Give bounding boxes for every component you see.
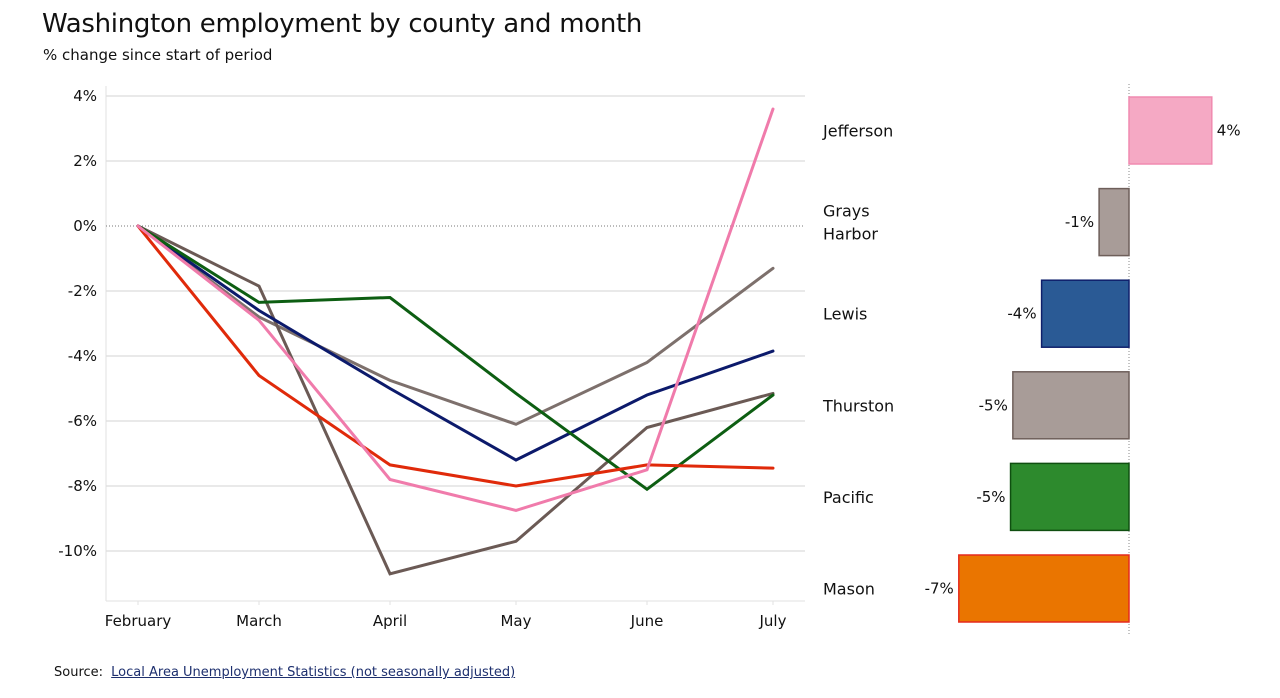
bar-jefferson[interactable] [1128, 96, 1213, 165]
x-tick-label: February [105, 612, 172, 630]
y-tick-label: 4% [73, 87, 97, 105]
bar-category-label: Pacific [823, 488, 874, 507]
bar-category-label: Mason [823, 580, 875, 599]
footer: Source: Local Area Unemployment Statisti… [54, 665, 515, 680]
x-tick-label: July [759, 612, 787, 630]
series-line-pacific[interactable] [136, 224, 775, 492]
bar-row-jefferson: Jefferson 4% [822, 96, 1241, 165]
bar-thurston[interactable] [1012, 371, 1130, 440]
series-line-jefferson[interactable] [136, 107, 775, 512]
bar-row-grays-harbor: Grays Harbor -1% [823, 187, 1130, 257]
x-tick-label: May [500, 612, 531, 630]
bar-value-label: 4% [1217, 122, 1241, 140]
series-line-mason[interactable] [136, 224, 775, 488]
bar-row-mason: Mason -7% [823, 554, 1130, 623]
bar-value-label: -5% [979, 396, 1008, 414]
series-line-grays-harbor[interactable] [136, 224, 775, 426]
y-tick-label: 0% [73, 217, 97, 235]
source-link[interactable]: Local Area Unemployment Statistics (not … [111, 665, 516, 680]
bar-pacific[interactable] [1009, 462, 1130, 532]
line-chart-grid [105, 86, 805, 602]
source-label: Source: [54, 665, 104, 680]
y-tick-label: -6% [68, 412, 97, 430]
line-chart-x-axis: February March April May June July [105, 601, 787, 630]
bar-chart: Jefferson 4% Grays Harbor -1% Lewis -4% Thursto… [822, 84, 1241, 636]
y-tick-label: -4% [68, 347, 97, 365]
series-line-thurston[interactable] [136, 224, 775, 576]
x-tick-label: April [373, 612, 407, 630]
x-tick-label: March [236, 612, 282, 630]
bar-value-label: -4% [1007, 305, 1036, 323]
y-tick-label: -2% [68, 282, 97, 300]
bar-row-lewis: Lewis -4% [823, 279, 1130, 348]
bar-value-label: -1% [1065, 213, 1094, 231]
bar-lewis[interactable] [1040, 279, 1130, 348]
chart-subtitle: % change since start of period [43, 46, 273, 64]
bar-value-label: -5% [976, 488, 1005, 506]
chart-title: Washington employment by county and mont… [42, 9, 643, 39]
y-tick-label: -8% [68, 477, 97, 495]
bar-category-label: Thurston [822, 396, 894, 415]
bar-category-label: Lewis [823, 305, 867, 324]
bar-category-label: Jefferson [822, 122, 893, 141]
bar-grays-harbor[interactable] [1098, 187, 1130, 257]
y-tick-label: -10% [58, 542, 97, 560]
y-tick-label: 2% [73, 152, 97, 170]
bar-row-thurston: Thurston -5% [822, 371, 1130, 440]
bar-mason[interactable] [958, 554, 1130, 623]
bar-row-pacific: Pacific -5% [823, 462, 1130, 532]
series-line-lewis[interactable] [136, 224, 775, 462]
line-chart-series [136, 107, 775, 576]
x-tick-label: June [630, 612, 664, 630]
line-chart-y-axis: 4% 2% 0% -2% -4% -6% -8% -10% [58, 87, 97, 560]
bar-category-label: Grays Harbor [823, 202, 878, 244]
bar-value-label: -7% [925, 580, 954, 598]
